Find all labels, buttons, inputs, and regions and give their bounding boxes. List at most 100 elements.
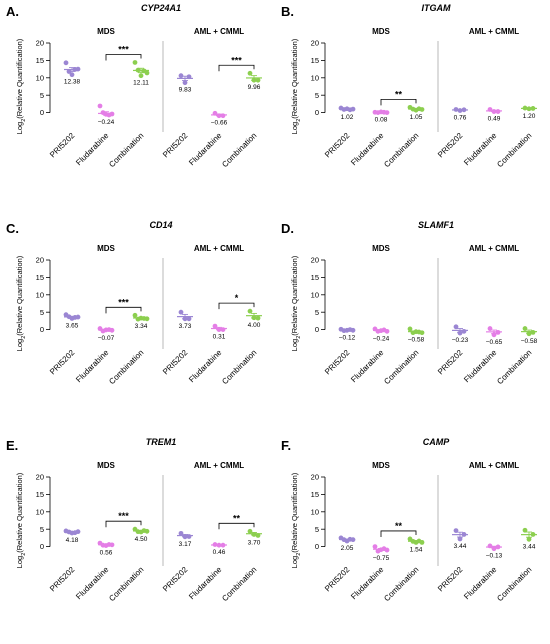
data-point — [461, 328, 467, 334]
mean-value-label: −0.24 — [98, 119, 115, 126]
mean-value-label: −0.23 — [452, 337, 469, 344]
data-point — [526, 331, 532, 337]
x-category-label: Combination — [107, 565, 145, 603]
significance-stars: *** — [118, 297, 129, 307]
y-tick-label: 10 — [311, 290, 319, 299]
y-axis-label: Log2(Relative Quantification) — [290, 38, 302, 134]
x-category-label: Combination — [382, 565, 420, 603]
gene-title: CD14 — [149, 220, 172, 230]
data-point — [247, 308, 253, 314]
mean-value-label: 9.83 — [179, 87, 192, 94]
y-axis-label-rest: (Relative Quantification) — [15, 255, 24, 336]
mean-value-label: 0.49 — [488, 116, 501, 123]
y-axis-label-sub: 2 — [296, 119, 302, 122]
y-tick-label: 15 — [311, 56, 319, 65]
gene-title: SLAMF1 — [418, 220, 454, 230]
x-category-label: PRI5202 — [161, 131, 190, 160]
y-tick-label: 5 — [315, 525, 319, 534]
y-tick-label: 5 — [40, 308, 44, 317]
x-category-label: Fludarabine — [462, 131, 499, 168]
data-point — [247, 528, 253, 534]
x-category-label: Fludarabine — [187, 131, 224, 168]
data-point — [453, 324, 459, 330]
data-point — [186, 316, 192, 322]
y-axis-label-rest: (Relative Quantification) — [290, 472, 299, 553]
y-axis-label-rest: (Relative Quantification) — [290, 255, 299, 336]
data-point — [63, 60, 69, 66]
data-point — [457, 536, 463, 542]
data-point — [132, 60, 138, 65]
y-axis-label-rest: (Relative Quantification) — [15, 38, 24, 119]
significance-stars: ** — [395, 89, 403, 99]
y-axis-label-main: Log — [15, 339, 24, 352]
mean-value-label: 1.02 — [341, 114, 354, 121]
gene-title: TREM1 — [146, 437, 177, 447]
significance-stars: *** — [118, 44, 129, 54]
mean-value-label: 0.76 — [454, 115, 467, 122]
y-axis-label-main: Log — [290, 556, 299, 569]
y-tick-label: 20 — [311, 473, 319, 482]
mean-value-label: −0.07 — [98, 335, 115, 342]
x-category-label: PRI5202 — [48, 565, 77, 594]
y-tick-label: 5 — [40, 525, 44, 534]
data-point — [384, 547, 390, 553]
significance-bracket — [218, 522, 255, 530]
y-tick-label: 0 — [40, 325, 44, 334]
x-category-label: PRI5202 — [161, 348, 190, 377]
x-category-label: PRI5202 — [323, 131, 352, 160]
significance-bracket — [105, 306, 142, 314]
group-title: AML + CMML — [469, 244, 519, 253]
y-tick-label: 10 — [36, 73, 44, 82]
y-tick-label: 5 — [315, 91, 319, 100]
panel-letter: E. — [6, 438, 18, 453]
y-tick-label: 0 — [40, 108, 44, 117]
y-tick-label: 10 — [311, 507, 319, 516]
data-point — [384, 328, 390, 334]
mean-value-label: 12.11 — [133, 80, 149, 87]
y-tick-label: 5 — [40, 91, 44, 100]
mean-value-label: 3.44 — [454, 543, 467, 550]
data-point — [522, 527, 528, 533]
y-tick-label: 15 — [311, 490, 319, 499]
mean-value-label: 1.20 — [523, 113, 536, 120]
x-category-label: PRI5202 — [161, 565, 190, 594]
y-tick-label: 5 — [315, 308, 319, 317]
mean-value-label: 4.00 — [248, 322, 261, 329]
data-point — [69, 72, 75, 78]
gene-title: ITGAM — [422, 3, 451, 13]
x-category-label: Fludarabine — [349, 131, 386, 168]
data-point — [247, 70, 253, 76]
x-category-label: Combination — [495, 565, 533, 603]
mean-value-label: 3.44 — [523, 543, 536, 550]
y-axis-label: Log2(Relative Quantification) — [15, 472, 27, 568]
y-tick-label: 10 — [36, 290, 44, 299]
x-category-label: Combination — [107, 348, 145, 386]
y-tick-label: 20 — [311, 39, 319, 48]
data-point — [372, 544, 378, 549]
panel-camp: F. CAMP 20 15 10 5 0 Log2(Relative Quantificati… — [281, 437, 537, 603]
significance-bracket — [218, 64, 255, 72]
x-category-label: PRI5202 — [48, 131, 77, 160]
x-category-label: PRI5202 — [323, 348, 352, 377]
group-title: MDS — [372, 461, 390, 470]
panel-letter: B. — [281, 4, 294, 19]
panel-letter: F. — [281, 438, 291, 453]
group-title: MDS — [97, 27, 115, 36]
group-title: MDS — [97, 461, 115, 470]
group-title: AML + CMML — [194, 461, 244, 470]
y-axis-label-sub: 2 — [21, 553, 27, 556]
mean-value-label: 0.31 — [213, 334, 226, 341]
y-axis-label-main: Log — [15, 556, 24, 569]
mean-value-label: 0.56 — [100, 550, 113, 557]
x-category-label: Fludarabine — [187, 348, 224, 385]
data-point — [255, 77, 261, 83]
data-point — [97, 103, 103, 109]
mean-value-label: −0.13 — [486, 553, 503, 560]
significance-stars: * — [235, 293, 239, 303]
mean-value-label: −0.24 — [373, 335, 390, 342]
y-tick-label: 10 — [311, 73, 319, 82]
x-category-label: Combination — [495, 131, 533, 169]
x-category-label: PRI5202 — [436, 131, 465, 160]
mean-value-label: 0.46 — [213, 549, 226, 556]
x-category-label: Fludarabine — [74, 348, 111, 385]
